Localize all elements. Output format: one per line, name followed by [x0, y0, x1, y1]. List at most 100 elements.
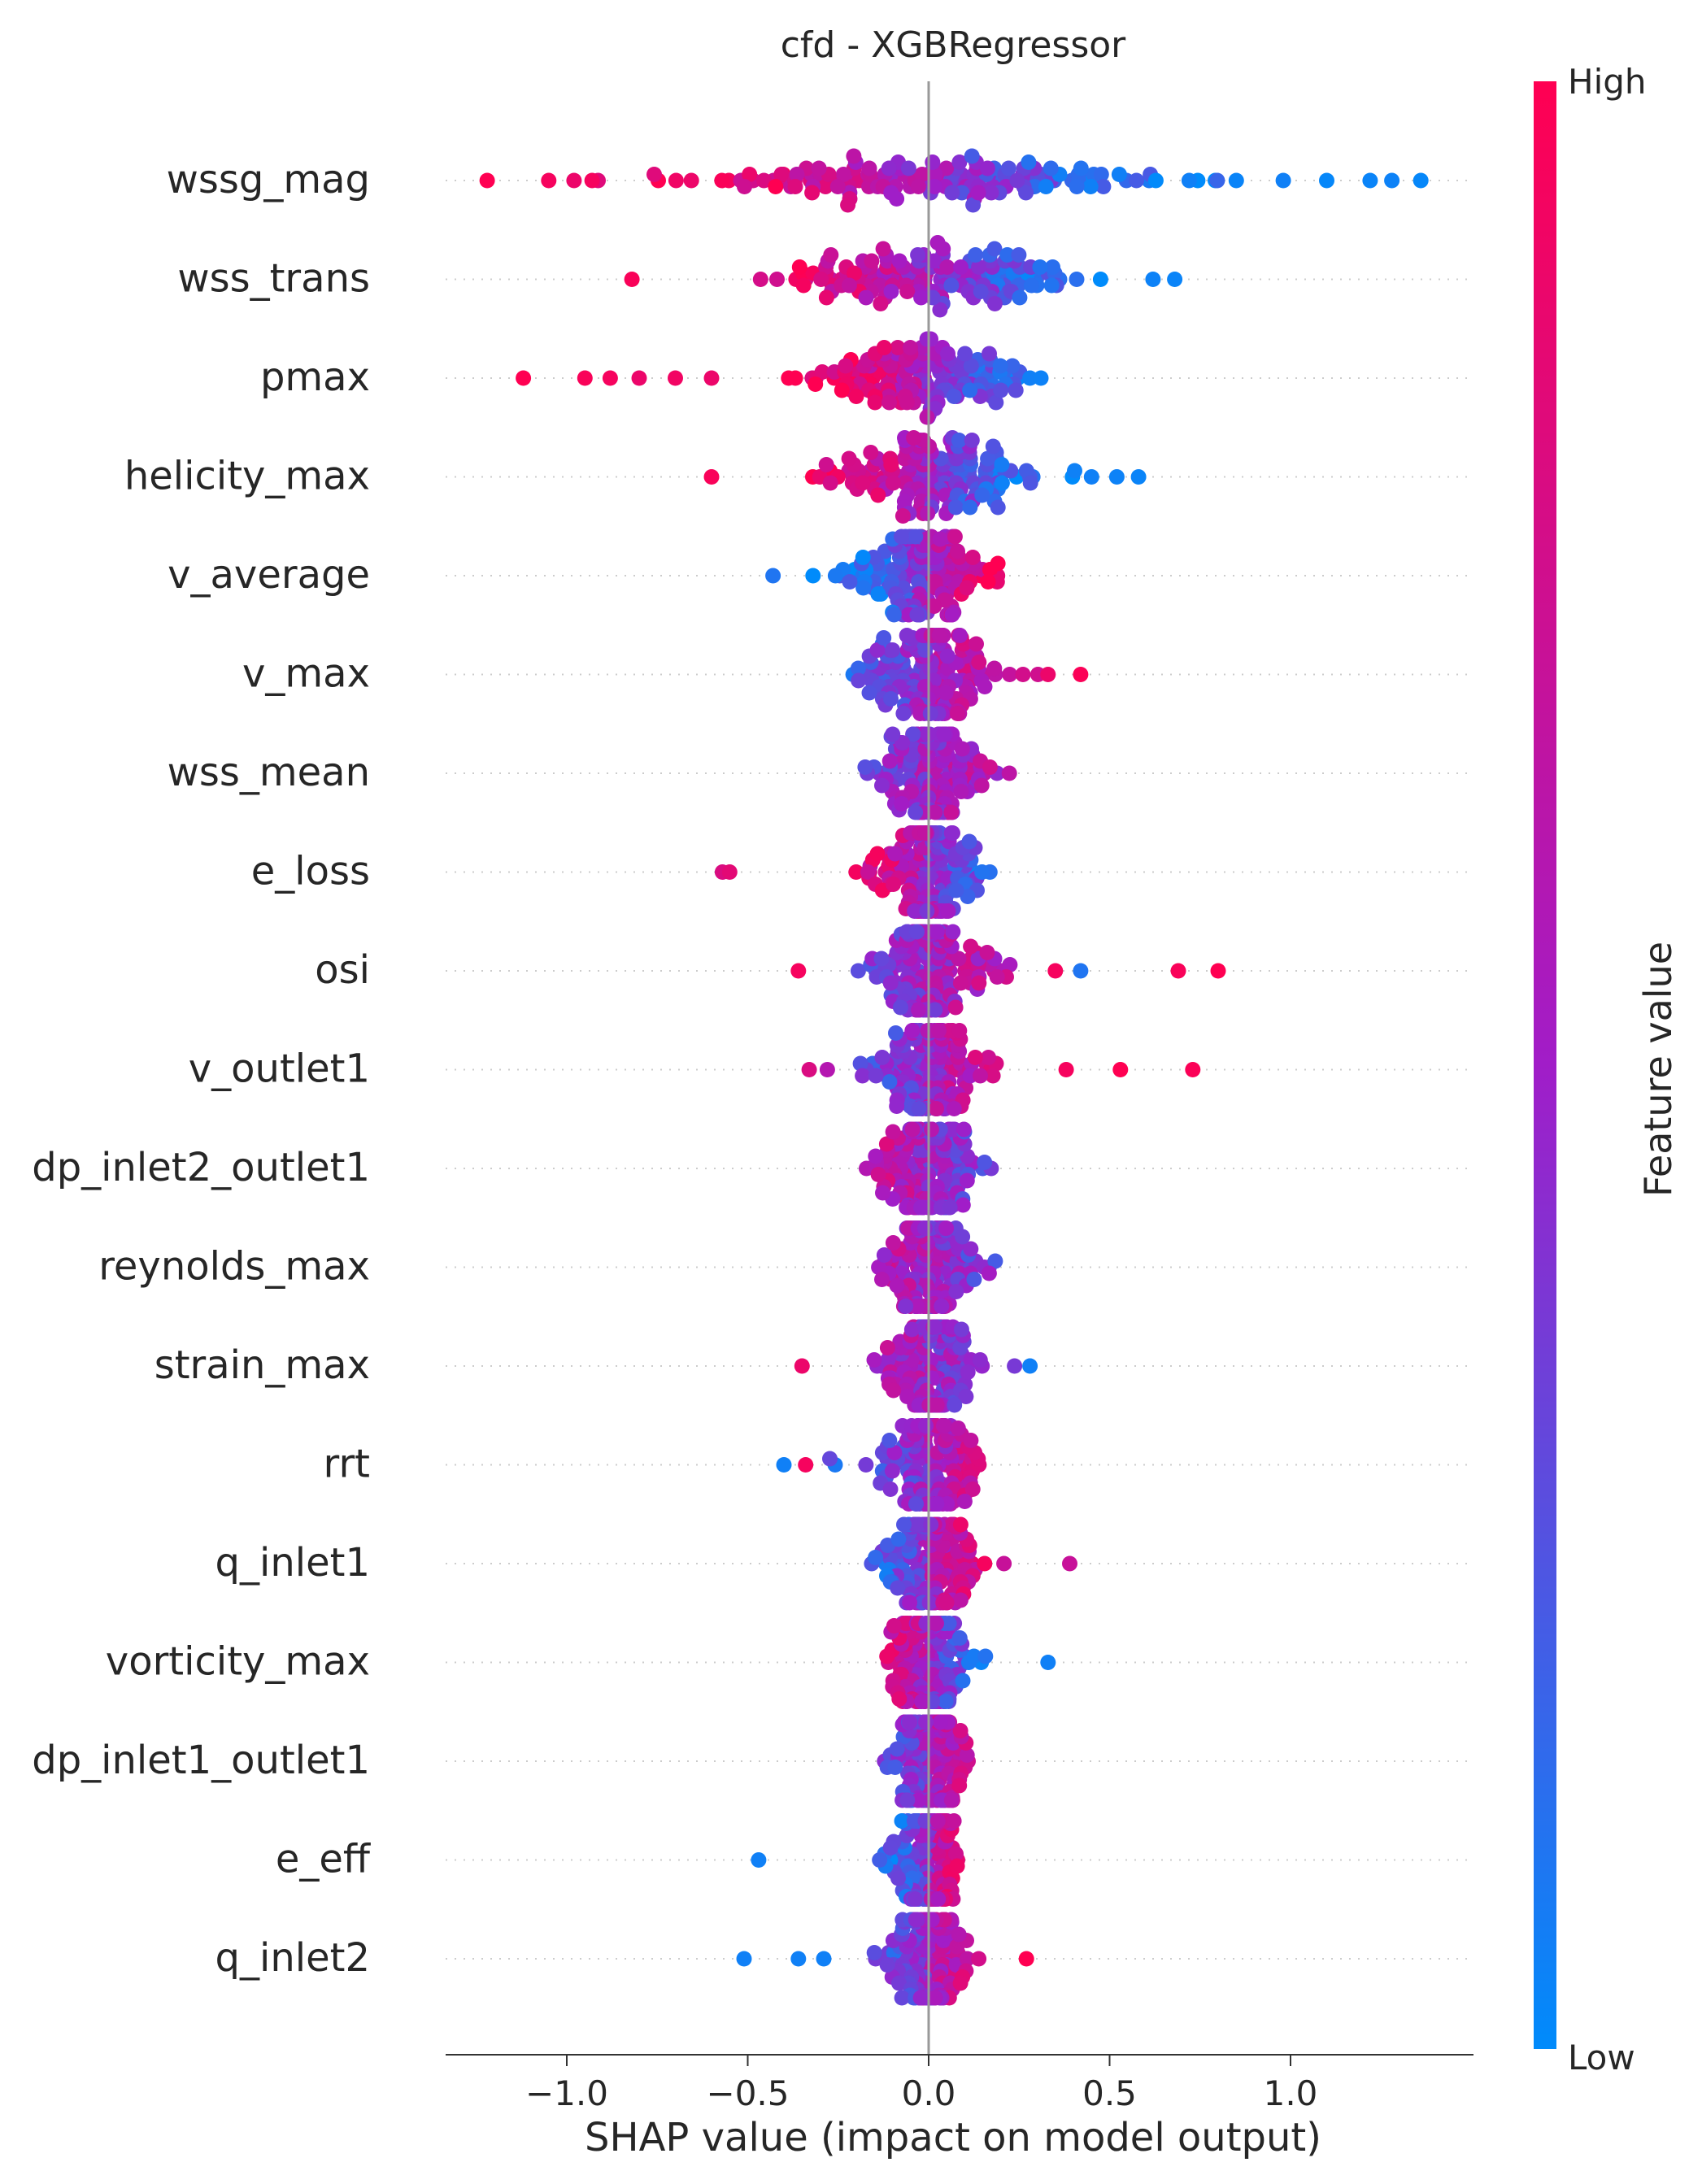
shap-point-wss_mean-125 — [953, 784, 969, 799]
shap-point-helicity_max-145 — [883, 457, 899, 472]
shap-point-q_inlet2-151 — [790, 1951, 807, 1967]
shap-point-v_average-106 — [870, 586, 886, 602]
shap-point-helicity_max-119 — [947, 499, 964, 516]
shap-point-wss_trans-140 — [891, 253, 908, 269]
shap-point-wss_mean-147 — [885, 726, 901, 742]
shap-point-wssg_mag-160 — [1413, 172, 1429, 189]
shap-point-helicity_max-148 — [974, 487, 990, 503]
shap-point-v_max-144 — [883, 691, 899, 707]
feature-label-strain_max: strain_max — [155, 1342, 370, 1388]
shap-point-v_max-141 — [885, 642, 901, 658]
shap-point-e_loss-94 — [860, 864, 876, 880]
shap-point-reynolds_max-134 — [963, 1241, 979, 1257]
shap-point-wssg_mag-121 — [926, 179, 942, 194]
shap-point-v_outlet1-144 — [888, 1025, 903, 1041]
shap-point-osi-151 — [1047, 963, 1064, 979]
shap-point-dp_inlet2_outlet1-149 — [923, 1121, 939, 1138]
shap-point-wssg_mag-89 — [914, 167, 930, 182]
shap-point-strain_max-96 — [972, 1352, 988, 1368]
shap-point-wssg_mag-141 — [944, 185, 960, 201]
shap-point-v_average-111 — [990, 555, 1006, 572]
shap-point-q_inlet1-118 — [890, 1531, 907, 1547]
shap-point-pmax-141 — [940, 346, 955, 362]
shap-point-rrt-132 — [858, 1457, 874, 1473]
shap-point-dp_inlet2_outlet1-134 — [955, 1197, 971, 1213]
shap-point-pmax-122 — [1008, 382, 1024, 398]
shap-point-e_eff-145 — [906, 1813, 922, 1829]
shap-point-wssg_mag-93 — [881, 160, 897, 176]
shap-point-wssg_mag-56 — [1093, 167, 1109, 182]
shap-point-q_inlet2-152 — [816, 1951, 832, 1967]
shap-point-v_max-138 — [899, 628, 915, 643]
shap-point-q_inlet2-84 — [960, 1951, 976, 1967]
shap-point-v_outlet1-108 — [852, 1055, 868, 1072]
shap-point-q_inlet2-150 — [736, 1951, 752, 1967]
shap-point-dp_inlet2_outlet1-142 — [885, 1124, 901, 1140]
shap-point-wss_trans-152 — [1167, 272, 1183, 287]
shap-point-pmax-123 — [957, 346, 973, 362]
shap-point-pmax-151 — [577, 370, 593, 386]
shap-point-wss_trans-135 — [823, 247, 839, 263]
shap-point-wssg_mag-133 — [900, 160, 916, 176]
colorbar — [1534, 81, 1556, 2049]
shap-point-wssg_mag-115 — [1018, 185, 1034, 201]
shap-point-q_inlet1-148 — [923, 1516, 939, 1533]
shap-point-v_max-126 — [861, 685, 877, 701]
colorbar-title: Feature value — [1636, 942, 1680, 1197]
shap-point-wssg_mag-48 — [646, 167, 662, 182]
shap-point-strain_max-142 — [947, 1397, 963, 1413]
shap-point-v_average-147 — [944, 607, 960, 623]
shap-point-v_average-138 — [980, 574, 996, 590]
shap-point-v_average-70 — [827, 568, 843, 584]
shap-point-v_max-148 — [895, 706, 912, 721]
shap-point-wssg_mag-94 — [742, 167, 758, 182]
shap-point-wssg_mag-153 — [584, 172, 600, 189]
shap-point-pmax-140 — [903, 340, 918, 355]
shap-point-e_eff-109 — [882, 1840, 899, 1856]
shap-point-pmax-153 — [631, 370, 647, 386]
shap-point-wssg_mag-109 — [1069, 179, 1085, 194]
shap-point-strain_max-138 — [903, 1321, 920, 1338]
shap-point-reynolds_max-136 — [955, 1229, 971, 1245]
shap-point-pmax-142 — [881, 394, 897, 411]
shap-point-wssg_mag-145 — [979, 160, 995, 176]
shap-point-e_loss-148 — [917, 825, 934, 841]
shap-point-v_average-127 — [842, 574, 858, 590]
shap-point-wss_trans-123 — [858, 289, 874, 306]
shap-point-osi-44 — [850, 963, 866, 979]
shap-point-vorticity_max-140 — [886, 1618, 902, 1634]
shap-point-vorticity_max-72 — [955, 1673, 971, 1689]
feature-label-reynolds_max: reynolds_max — [98, 1244, 370, 1290]
shap-point-v_outlet1-142 — [911, 1101, 927, 1116]
shap-point-wssg_mag-146 — [983, 185, 999, 201]
shap-point-dp_inlet2_outlet1-143 — [904, 1121, 921, 1138]
shap-point-v_max-150 — [1073, 667, 1089, 682]
feature-label-q_inlet1: q_inlet1 — [215, 1540, 370, 1586]
shap-point-v_outlet1-143 — [946, 1101, 962, 1116]
shap-point-wss_mean-127 — [982, 759, 998, 775]
shap-point-q_inlet1-51 — [996, 1555, 1012, 1572]
shap-point-wssg_mag-151 — [541, 172, 557, 189]
shap-point-wssg_mag-157 — [1319, 172, 1334, 189]
shap-point-dp_inlet1_outlet1-149 — [943, 1792, 960, 1808]
shap-point-helicity_max-141 — [906, 430, 922, 446]
shap-point-wss_trans-110 — [986, 296, 1003, 311]
shap-point-osi-137 — [929, 924, 945, 940]
shap-point-e_loss-114 — [960, 889, 976, 904]
shap-point-pmax-143 — [988, 394, 1004, 411]
shap-point-wss_trans-141 — [1045, 259, 1060, 275]
shap-point-e_loss-146 — [945, 825, 960, 841]
shap-point-strain_max-137 — [899, 1389, 916, 1404]
shap-point-wssg_mag-102 — [1082, 179, 1099, 194]
feature-label-wss_mean: wss_mean — [168, 750, 370, 795]
shap-point-v_max-17 — [1002, 667, 1018, 682]
shap-point-wss_trans-120 — [1023, 277, 1039, 294]
shap-point-osi-144 — [927, 1002, 943, 1018]
shap-point-helicity_max-100 — [985, 438, 1001, 455]
shap-points — [479, 148, 1429, 2006]
shap-point-e_eff-97 — [872, 1852, 888, 1868]
shap-point-vorticity_max-144 — [938, 1694, 954, 1709]
shap-point-dp_inlet1_outlet1-115 — [887, 1760, 903, 1775]
colorbar-high-label: High — [1568, 62, 1647, 102]
shap-point-wss_trans-151 — [1145, 272, 1161, 287]
